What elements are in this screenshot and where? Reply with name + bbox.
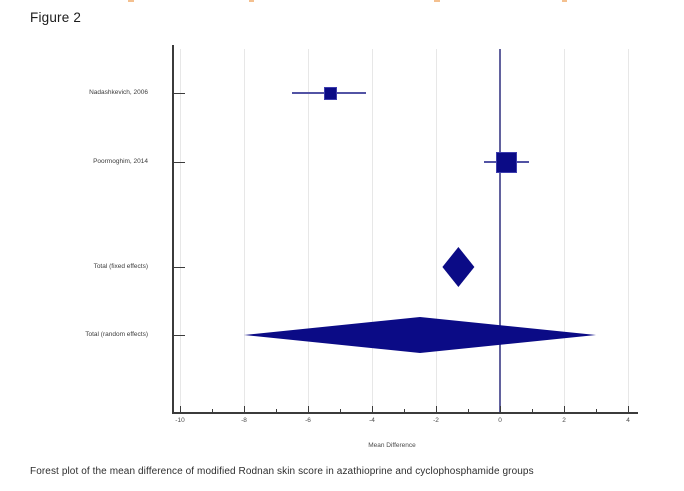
summary-diamond-layer bbox=[244, 247, 596, 353]
x-axis-tick-label: -4 bbox=[369, 417, 375, 424]
study-marker-square bbox=[324, 87, 336, 99]
x-axis-tick-label: -8 bbox=[241, 417, 247, 424]
x-axis-tick-label: 0 bbox=[498, 417, 502, 424]
summary-diamond bbox=[442, 247, 475, 287]
x-axis-major-tick bbox=[435, 406, 437, 413]
x-axis-tick-label: -10 bbox=[175, 417, 185, 424]
row-label: Total (random effects) bbox=[85, 331, 148, 338]
x-axis-minor-tick bbox=[531, 409, 533, 413]
gridline bbox=[371, 49, 373, 413]
y-axis-row-tick bbox=[173, 266, 185, 268]
x-axis-minor-tick bbox=[595, 409, 597, 413]
x-axis-major-tick bbox=[179, 406, 181, 413]
figure-caption: Forest plot of the mean difference of mo… bbox=[30, 466, 534, 477]
y-axis-row-tick bbox=[173, 334, 185, 336]
gridline bbox=[627, 49, 629, 413]
summary-diamond bbox=[244, 317, 596, 353]
x-axis-major-tick bbox=[627, 406, 629, 413]
gridline bbox=[307, 49, 309, 413]
figure-label: Figure 2 bbox=[30, 10, 82, 25]
y-axis-row-tick bbox=[173, 92, 185, 94]
x-axis-major-tick bbox=[563, 406, 565, 413]
x-axis-minor-tick bbox=[339, 409, 341, 413]
x-axis-major-tick bbox=[243, 406, 245, 413]
zero-reference-line bbox=[499, 49, 501, 413]
x-axis-tick-label: 2 bbox=[562, 417, 566, 424]
row-label: Nadashkevich, 2006 bbox=[89, 89, 148, 96]
top-edge-artifact bbox=[128, 0, 134, 2]
top-edge-artifact bbox=[249, 0, 254, 2]
gridline bbox=[435, 49, 437, 413]
top-edge-artifact bbox=[434, 0, 440, 2]
x-axis-tick-label: -2 bbox=[433, 417, 439, 424]
x-axis-minor-tick bbox=[275, 409, 277, 413]
x-axis-minor-tick bbox=[403, 409, 405, 413]
study-marker-square bbox=[496, 152, 516, 172]
x-axis-major-tick bbox=[499, 406, 501, 413]
top-edge-artifact bbox=[562, 0, 567, 2]
row-label: Poormoghim, 2014 bbox=[93, 158, 148, 165]
gridline bbox=[243, 49, 245, 413]
x-axis-tick-label: -6 bbox=[305, 417, 311, 424]
y-axis-line bbox=[172, 45, 174, 413]
x-axis-tick-label: 4 bbox=[626, 417, 630, 424]
y-axis-row-tick bbox=[173, 161, 185, 163]
gridline bbox=[563, 49, 565, 413]
x-axis-minor-tick bbox=[467, 409, 469, 413]
x-axis-title: Mean Difference bbox=[368, 442, 416, 449]
forest-plot: Mean Difference Nadashkevich, 2006 Poormo… bbox=[85, 45, 638, 449]
x-axis-major-tick bbox=[307, 406, 309, 413]
row-label: Total (fixed effects) bbox=[93, 263, 148, 270]
x-axis-major-tick bbox=[371, 406, 373, 413]
gridline bbox=[179, 49, 181, 413]
x-axis-minor-tick bbox=[211, 409, 213, 413]
x-axis-line bbox=[172, 412, 638, 414]
